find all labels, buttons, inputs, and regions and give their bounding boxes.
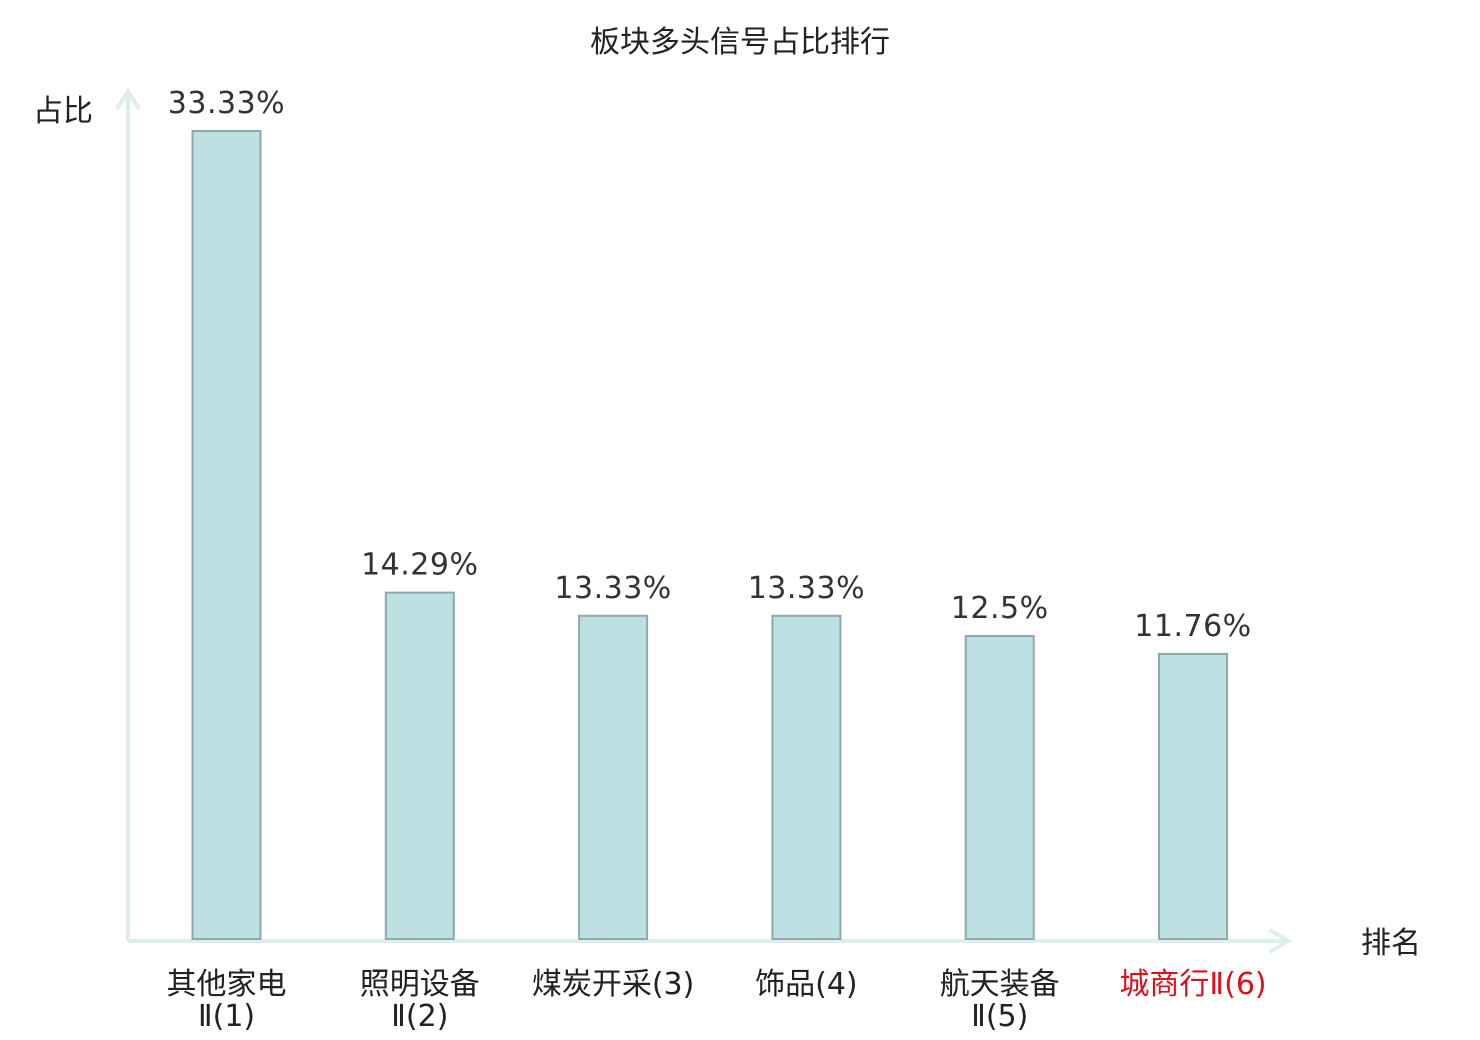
x-axis: [128, 928, 1292, 954]
bar-3: [578, 614, 649, 940]
category-label-5-line2: Ⅱ(5): [971, 999, 1028, 1034]
value-label-5: 12.5%: [951, 591, 1049, 626]
category-label-6: 城商行Ⅱ(6): [1119, 967, 1266, 1002]
category-label-1-line2: Ⅱ(1): [198, 999, 255, 1034]
y-axis-label: 占比: [33, 94, 93, 129]
bar-2: [384, 591, 455, 940]
category-label-4: 饰品(4): [755, 967, 858, 1002]
category-label-2: 照明设备: [360, 967, 480, 1002]
y-axis: [115, 87, 141, 941]
bar-4: [771, 614, 842, 940]
category-label-1: 其他家电: [167, 967, 287, 1002]
category-label-2-line2: Ⅱ(2): [391, 999, 448, 1034]
bar-5: [964, 635, 1035, 940]
x-axis-label: 排名: [1361, 926, 1421, 961]
value-label-2: 14.29%: [361, 548, 478, 583]
value-label-6: 11.76%: [1134, 609, 1251, 644]
category-label-5: 航天装备: [940, 967, 1060, 1002]
bar-6: [1158, 652, 1228, 941]
bar-1: [191, 130, 262, 940]
value-labels-group: 33.33% 14.29% 13.33% 13.33% 12.5% 11.76%: [168, 86, 1251, 644]
bars-group: [191, 130, 1228, 941]
value-label-4: 13.33%: [748, 571, 865, 606]
chart-title: 板块多头信号占比排行: [590, 25, 890, 60]
value-label-3: 13.33%: [554, 571, 671, 606]
value-label-1: 33.33%: [168, 86, 285, 121]
category-label-3: 煤炭开采(3): [532, 967, 695, 1002]
